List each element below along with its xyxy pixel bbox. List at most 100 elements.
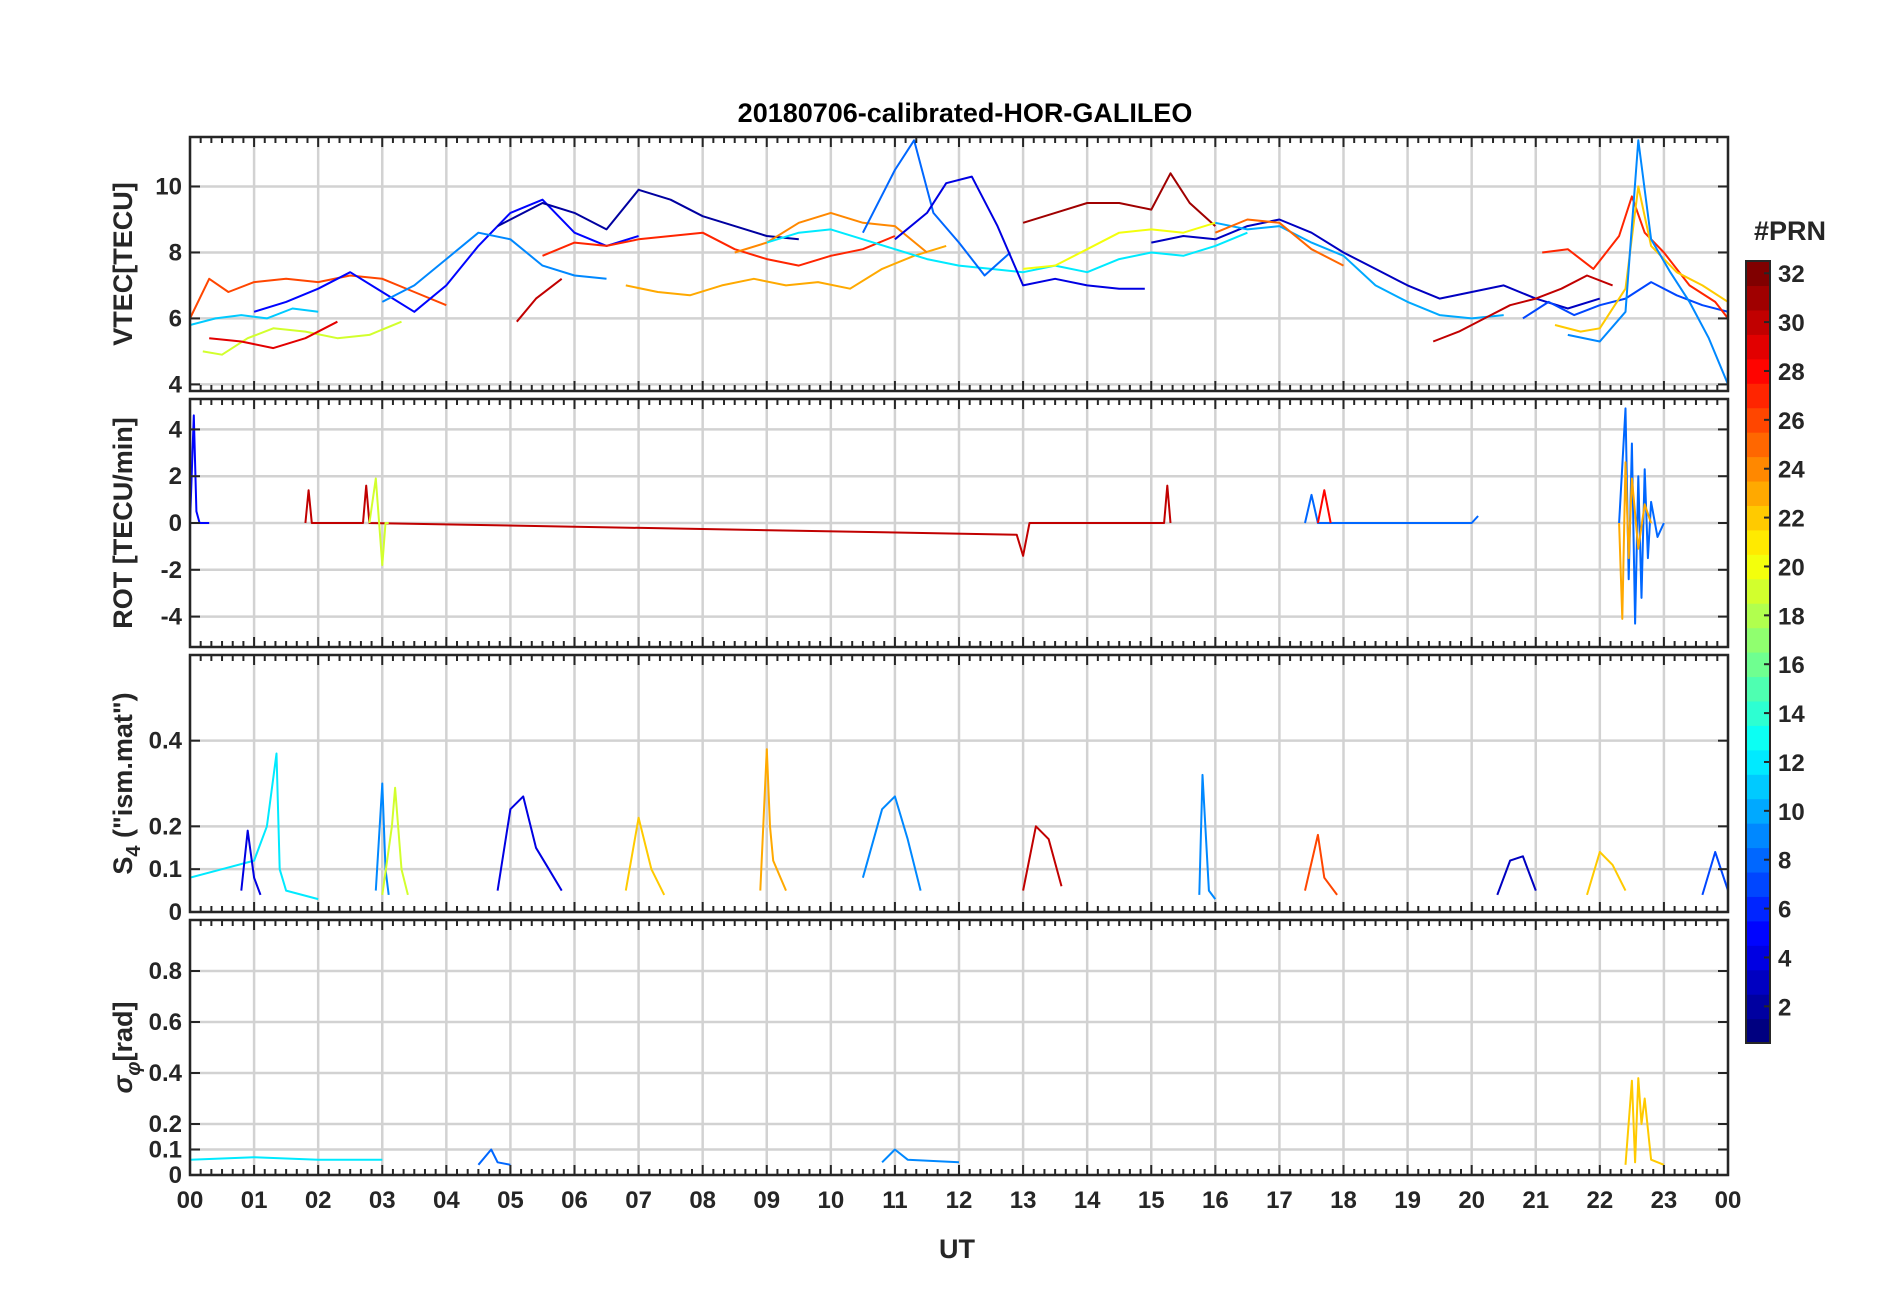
y-tick-label: 0.1 [149, 856, 182, 883]
x-tick-label: 07 [625, 1187, 652, 1214]
y-tick-label: 6 [169, 305, 182, 332]
colorbar-segment [1746, 969, 1770, 995]
colorbar-tick-label: 2 [1778, 994, 1791, 1021]
x-tick-label: 00 [177, 1187, 204, 1214]
colorbar-tick-label: 22 [1778, 506, 1805, 533]
y-axis-label-s4: S4 ("ism.mat") [108, 692, 145, 874]
series-prn-12 [190, 752, 319, 901]
x-tick-label: 05 [497, 1187, 524, 1214]
x-tick-labels: 00 01 02 03 04 05 06 07 08 09 10 11 12 13 14 15 16 17 18 19… [177, 1187, 1742, 1214]
axes-frame-rot [188, 397, 1730, 649]
series-prn-23 [759, 748, 787, 891]
y-tick-label: 0.1 [149, 1137, 182, 1164]
y-tick-label: 0 [169, 510, 182, 537]
y-tick-label: 0.8 [149, 958, 182, 985]
series-prn-9 [381, 231, 607, 303]
colorbar-tick-label: 30 [1778, 310, 1805, 337]
axes-frame-vtec [188, 135, 1730, 393]
x-tick-label: 04 [433, 1187, 460, 1214]
x-tick-label: 19 [1394, 1187, 1421, 1214]
series-prn-19 [202, 320, 402, 356]
series-prn-11 [190, 307, 319, 326]
x-tick-label: 18 [1330, 1187, 1357, 1214]
x-tick-label: 17 [1266, 1187, 1293, 1214]
panel-rot: -4 -2 0 2 4 ROT [TECU/min] [108, 397, 1730, 649]
colorbar-segment [1746, 383, 1770, 409]
colorbar-segment [1746, 334, 1770, 360]
colorbar-segment [1746, 823, 1770, 849]
colorbar-tick-label: 26 [1778, 408, 1805, 435]
y-tick-label: 0.6 [149, 1009, 182, 1036]
x-tick-label: 12 [946, 1187, 973, 1214]
x-tick-label: 20 [1458, 1187, 1485, 1214]
colorbar-segment [1746, 432, 1770, 458]
y-tick-label: 0.4 [149, 728, 183, 755]
y-tick-label: 2 [169, 463, 182, 490]
colorbar-tick-label: 20 [1778, 554, 1805, 581]
x-tick-label: 13 [1010, 1187, 1037, 1214]
series-group-sigma [190, 1077, 1665, 1166]
series-prn-3 [1496, 855, 1537, 896]
chart-title: 20180706-calibrated-HOR-GALILEO [738, 98, 1193, 128]
panel-vtec: 4 6 8 10 VTEC[TECU] [108, 135, 1730, 398]
series-prn-30 [516, 278, 563, 323]
series-prn-20 [1022, 221, 1216, 270]
panel-s4: 0 0.1 0.2 0.4S4 ("ism.mat") [108, 653, 1730, 926]
series-prn-22 [1586, 851, 1627, 896]
series-group-rot [190, 407, 1665, 625]
series-prn-4 [496, 795, 563, 892]
x-tick-label: 22 [1586, 1187, 1613, 1214]
axes-frame-s4 [188, 653, 1730, 914]
colorbar-tick-label: 18 [1778, 603, 1805, 630]
series-prn-28 [1316, 489, 1332, 524]
series-prn-9 [374, 782, 390, 896]
series-prn-25 [1214, 218, 1344, 267]
y-axis-label-rot: ROT [TECU/min] [108, 417, 138, 628]
colorbar-segment [1746, 871, 1770, 897]
y-tick-label: 10 [155, 173, 182, 200]
x-tick-label: 02 [305, 1187, 332, 1214]
series-prn-12 [766, 228, 1248, 274]
y-tick-label: 0.4 [149, 1060, 183, 1087]
colorbar-tick-label: 4 [1778, 945, 1792, 972]
series-prn-9 [861, 795, 922, 891]
x-tick-label: 10 [817, 1187, 844, 1214]
colorbar-tick-label: 28 [1778, 359, 1805, 386]
y-tick-label: -4 [161, 604, 183, 631]
series-prn-22 [1554, 185, 1728, 333]
series-prn-12 [190, 1156, 383, 1161]
series-group-s4 [190, 748, 1728, 901]
colorbar-tick-label: 16 [1778, 652, 1805, 679]
series-prn-5 [190, 414, 210, 524]
series-prn-19 [381, 786, 409, 896]
x-tick-label: 16 [1202, 1187, 1229, 1214]
colorbar-segment [1746, 1018, 1770, 1044]
colorbar-tick-label: 32 [1778, 261, 1805, 288]
x-tick-label: 23 [1651, 1187, 1678, 1214]
y-axis-label-vtec: VTEC[TECU] [108, 182, 138, 346]
series-prn-23 [625, 244, 947, 297]
x-tick-label: 01 [241, 1187, 268, 1214]
y-tick-label: 8 [169, 239, 182, 266]
series-prn-7 [1701, 851, 1728, 896]
series-prn-22 [1624, 1077, 1665, 1166]
colorbar-tick-label: 6 [1778, 897, 1791, 924]
x-tick-label: 03 [369, 1187, 396, 1214]
x-tick-label: 09 [753, 1187, 780, 1214]
axes-frame-sigma [188, 918, 1730, 1177]
series-group-vtec [190, 139, 1728, 385]
series-prn-30 [1022, 825, 1063, 891]
series-prn-22 [624, 816, 666, 896]
colorbar-tick-label: 8 [1778, 848, 1791, 875]
x-tick-label: 15 [1138, 1187, 1165, 1214]
colorbar-segment [1746, 285, 1770, 311]
colorbar-frame [1745, 260, 1771, 1044]
x-tick-label: 11 [882, 1187, 907, 1214]
series-prn-10 [1215, 221, 1504, 320]
series-prn-3 [1151, 218, 1601, 310]
grid-sigma [188, 920, 1730, 1177]
y-tick-label: -2 [161, 557, 182, 584]
series-prn-8 [477, 1148, 511, 1166]
